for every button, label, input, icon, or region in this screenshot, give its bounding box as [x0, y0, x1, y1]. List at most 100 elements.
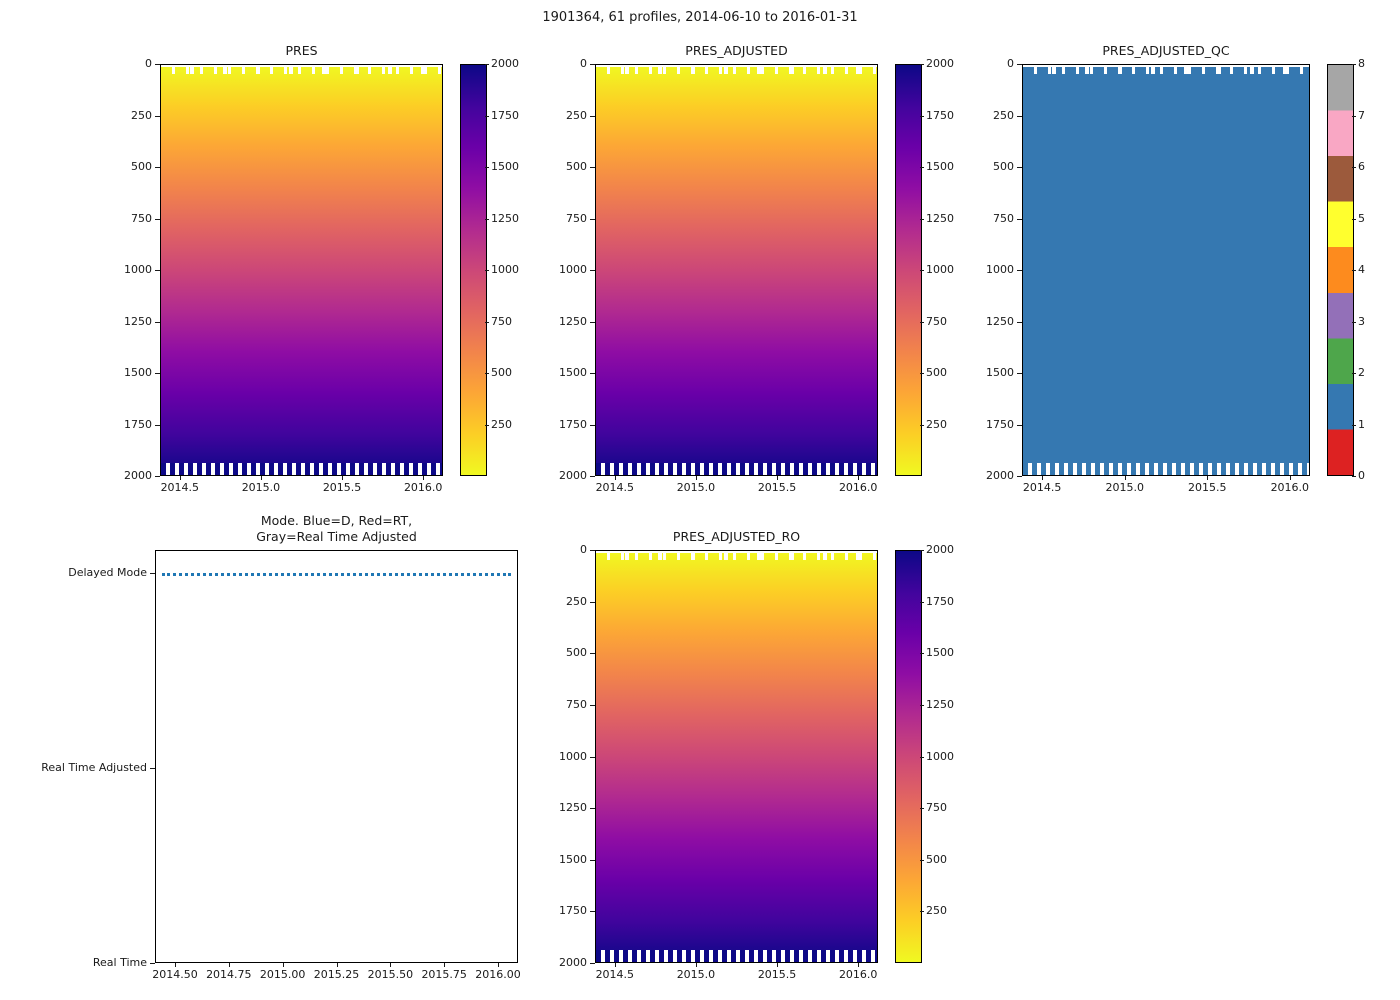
colorbar-tick-label: 250: [920, 904, 947, 918]
y-tick-label: 250: [566, 108, 595, 122]
y-category-label: Real Time Adjusted: [41, 761, 155, 774]
y-tick-label: 500: [566, 160, 595, 173]
x-tick-label: 2015.50: [364, 963, 416, 981]
colorbar-tick-label: 2: [1352, 366, 1365, 379]
x-tick-label: 2015.0: [1098, 476, 1152, 494]
y-tick-label: 2000: [986, 469, 1022, 482]
ro-x-axis: 2014.5 2015.0 2015.5 2016.0: [588, 963, 885, 981]
subplot-title: PRES_ADJUSTED_QC: [1102, 43, 1230, 58]
colorbar-tick-label: 1000: [920, 263, 954, 276]
x-tick-label: 2014.5: [1015, 476, 1069, 494]
pres-y-axis: 0 250 500 750 1000 1250 1500 1750 2000: [108, 56, 160, 484]
y-tick-label: 1500: [124, 366, 160, 379]
x-tick-label: 2014.50: [149, 963, 201, 981]
ro-colorbar: [895, 550, 922, 963]
colorbar-tick-label: 500: [920, 366, 947, 379]
mode-y-axis: Delayed Mode Real Time Adjusted Real Time: [7, 565, 156, 971]
x-tick-label: 2015.0: [234, 476, 288, 494]
pres-adjusted-x-axis: 2014.5 2015.0 2015.5 2016.0: [588, 476, 885, 494]
x-tick-label: 2015.75: [418, 963, 470, 981]
y-tick-label: 2000: [559, 469, 595, 482]
colorbar-tick-label: 2000: [485, 57, 519, 70]
y-tick-label: 0: [145, 57, 160, 70]
x-tick-label: 2015.25: [311, 963, 363, 981]
subplot-title: PRES_ADJUSTED_RO: [672, 529, 801, 544]
subplot-pres-adjusted-ro: PRES_ADJUSTED_RO 0 250 500 750 1000 1250 1500 1…: [559, 529, 954, 981]
y-tick-label: 250: [993, 108, 1022, 122]
y-tick-label: 1000: [559, 263, 595, 276]
colorbar-tick-label: 1500: [920, 646, 954, 660]
y-tick-label: 1750: [124, 417, 160, 431]
y-tick-label: 500: [566, 646, 595, 660]
y-tick-label: 1000: [986, 263, 1022, 276]
y-tick-label: 0: [580, 543, 595, 556]
delayed-mode-dotted-line: [162, 573, 511, 576]
pres-adjusted-colorbar-ticks: 2000 1750 1500 1250 1000 750 500 250: [920, 56, 954, 433]
y-tick-label: 1500: [559, 852, 595, 866]
x-tick-label: 2014.5: [588, 963, 642, 981]
colorbar-tick-label: 750: [920, 314, 947, 328]
subplot-title: PRES_ADJUSTED: [685, 43, 788, 58]
colorbar-tick-label: 1: [1352, 417, 1365, 431]
subplot-pres-adjusted: PRES_ADJUSTED 0 250 500 750 1000 1250 1500 1750…: [559, 43, 954, 494]
colorbar-tick-label: 500: [485, 366, 512, 379]
colorbar-tick-label: 5: [1352, 211, 1365, 225]
y-tick-label: 250: [566, 594, 595, 608]
y-tick-label: 1250: [124, 314, 160, 328]
x-tick-label: 2015.0: [669, 476, 723, 494]
y-tick-label: 0: [580, 57, 595, 70]
qc-y-axis: 0 250 500 750 1000 1250 1500 1750 2000: [970, 56, 1022, 484]
colorbar-tick-label: 1250: [920, 697, 954, 711]
y-category-label: Delayed Mode: [68, 566, 155, 579]
colorbar-tick-label: 1250: [920, 211, 954, 225]
x-tick-label: 2016.0: [831, 963, 885, 981]
y-tick-label: 1750: [559, 417, 595, 431]
y-tick-label: 1000: [559, 749, 595, 763]
y-category-label: Real Time: [92, 956, 156, 969]
colorbar-tick-label: 2000: [920, 57, 954, 70]
y-tick-label: 1000: [124, 263, 160, 276]
subplot-title: PRES: [285, 43, 318, 58]
y-tick-label: 500: [131, 160, 160, 173]
y-tick-label: 0: [1007, 57, 1022, 70]
y-tick-label: 1750: [986, 417, 1022, 431]
y-tick-label: 2000: [559, 956, 595, 969]
colorbar-tick-label: 1000: [920, 749, 954, 763]
x-tick-label: 2014.5: [588, 476, 642, 494]
pres-adjusted-heatmap: [595, 64, 878, 476]
pres-adjusted-qc-heatmap: [1022, 64, 1310, 476]
x-tick-label: 2015.0: [669, 963, 723, 981]
profile-bottom-comb: [596, 463, 877, 475]
colorbar-tick-label: 1500: [920, 160, 954, 173]
y-tick-label: 750: [566, 211, 595, 225]
x-tick-label: 2016.0: [831, 476, 885, 494]
pres-adjusted-y-axis: 0 250 500 750 1000 1250 1500 1750 2000: [543, 56, 595, 484]
subplot-title-line2: Gray=Real Time Adjusted: [256, 529, 417, 544]
mode-x-axis: 2014.50 2014.75 2015.00 2015.25 2015.50 2015.…: [149, 963, 524, 981]
y-tick-label: 1250: [559, 314, 595, 328]
ro-y-axis: 0 250 500 750 1000 1250 1500 1750 2000: [543, 542, 595, 971]
pres-adjusted-colorbar: [895, 64, 922, 476]
colorbar-tick-label: 1750: [485, 108, 519, 122]
colorbar-tick-label: 250: [485, 417, 512, 431]
y-tick-label: 1500: [986, 366, 1022, 379]
colorbar-tick-label: 750: [920, 801, 947, 815]
ragged-top-edge: [1023, 65, 1309, 74]
y-tick-label: 1250: [559, 801, 595, 815]
subplot-title: Mode. Blue=D, Red=RT, Gray=Real Time Adj…: [256, 513, 417, 545]
colorbar-tick-label: 8: [1352, 57, 1365, 70]
subplot-pres-adjusted-qc: PRES_ADJUSTED_QC 0 250 500 750 1000 1250 1500 1…: [986, 43, 1365, 494]
y-tick-label: 2000: [124, 469, 160, 482]
subplot-mode: Mode. Blue=D, Red=RT, Gray=Real Time Adj…: [41, 513, 521, 981]
y-tick-label: 750: [566, 697, 595, 711]
colorbar-tick-label: 1000: [485, 263, 519, 276]
colorbar-tick-label: 2000: [920, 543, 954, 556]
figure-title: 1901364, 61 profiles, 2014-06-10 to 2016…: [542, 10, 858, 25]
profile-bottom-comb: [161, 463, 442, 475]
colorbar-tick-label: 7: [1352, 108, 1365, 122]
colorbar-tick-label: 500: [920, 852, 947, 866]
colorbar-tick-label: 1500: [485, 160, 519, 173]
colorbar-tick-label: 1750: [920, 594, 954, 608]
x-tick-label: 2015.5: [750, 476, 804, 494]
